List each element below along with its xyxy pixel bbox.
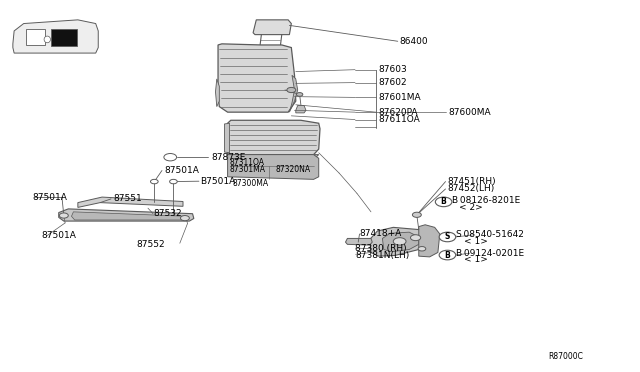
Text: B 09124-0201E: B 09124-0201E: [456, 249, 525, 258]
Text: 87601MA: 87601MA: [379, 93, 421, 102]
Text: B 08126-8201E: B 08126-8201E: [452, 196, 520, 205]
Polygon shape: [59, 209, 194, 221]
Bar: [26, 29, 45, 45]
Text: 86400: 86400: [399, 37, 428, 46]
Circle shape: [394, 238, 406, 245]
Polygon shape: [228, 155, 319, 179]
Text: 87501A: 87501A: [32, 193, 67, 202]
Text: B: B: [441, 198, 447, 206]
Circle shape: [170, 179, 177, 184]
Circle shape: [418, 247, 426, 251]
Polygon shape: [216, 79, 220, 107]
Circle shape: [410, 235, 420, 241]
Polygon shape: [419, 225, 440, 257]
Text: 87603: 87603: [379, 65, 408, 74]
Text: 87532: 87532: [153, 209, 182, 218]
Circle shape: [150, 179, 158, 184]
Polygon shape: [13, 20, 99, 53]
Polygon shape: [228, 120, 320, 155]
Polygon shape: [228, 155, 319, 160]
Polygon shape: [370, 227, 427, 256]
Circle shape: [287, 87, 296, 93]
Text: 87311OA: 87311OA: [230, 157, 264, 167]
Circle shape: [180, 215, 189, 221]
Polygon shape: [346, 238, 372, 245]
Polygon shape: [72, 212, 186, 220]
Text: 87301MA: 87301MA: [230, 165, 266, 174]
Text: < 2>: < 2>: [459, 202, 483, 212]
Text: 87380 (RH): 87380 (RH): [355, 244, 406, 253]
Ellipse shape: [44, 36, 51, 43]
Bar: [51, 29, 77, 46]
Text: 87611OA: 87611OA: [379, 115, 420, 124]
Circle shape: [439, 232, 456, 242]
Polygon shape: [383, 232, 419, 252]
Polygon shape: [289, 75, 298, 112]
Circle shape: [412, 212, 421, 217]
Text: S: S: [445, 232, 450, 241]
Circle shape: [439, 250, 456, 260]
Polygon shape: [225, 123, 230, 153]
Circle shape: [60, 213, 68, 218]
Text: < 1>: < 1>: [464, 237, 488, 246]
Text: 87418+A: 87418+A: [360, 229, 402, 238]
Text: 87552: 87552: [136, 240, 165, 249]
Circle shape: [435, 197, 452, 207]
Text: 87501A: 87501A: [41, 231, 76, 240]
Text: 87320NA: 87320NA: [275, 165, 310, 174]
Text: 87300MA: 87300MA: [232, 179, 268, 188]
Text: R87000C: R87000C: [548, 352, 583, 361]
Text: 87452(LH): 87452(LH): [447, 185, 495, 193]
Text: B7501A: B7501A: [200, 177, 236, 186]
Circle shape: [164, 154, 177, 161]
Text: 87873E: 87873E: [212, 153, 246, 162]
Text: 87501A: 87501A: [164, 166, 199, 175]
Text: 87451(RH): 87451(RH): [447, 177, 496, 186]
Text: 87381N(LH): 87381N(LH): [355, 251, 410, 260]
Polygon shape: [78, 197, 183, 208]
Text: < 1>: < 1>: [464, 255, 488, 264]
Circle shape: [296, 93, 303, 96]
Text: 87602: 87602: [379, 78, 407, 87]
Text: 87551: 87551: [113, 195, 141, 203]
Text: 87620PA: 87620PA: [379, 108, 418, 117]
Text: 87600MA: 87600MA: [449, 108, 492, 117]
Polygon shape: [296, 106, 306, 113]
Polygon shape: [218, 44, 296, 112]
Text: S 08540-51642: S 08540-51642: [456, 230, 524, 239]
Polygon shape: [253, 20, 291, 35]
Text: B: B: [445, 251, 451, 260]
